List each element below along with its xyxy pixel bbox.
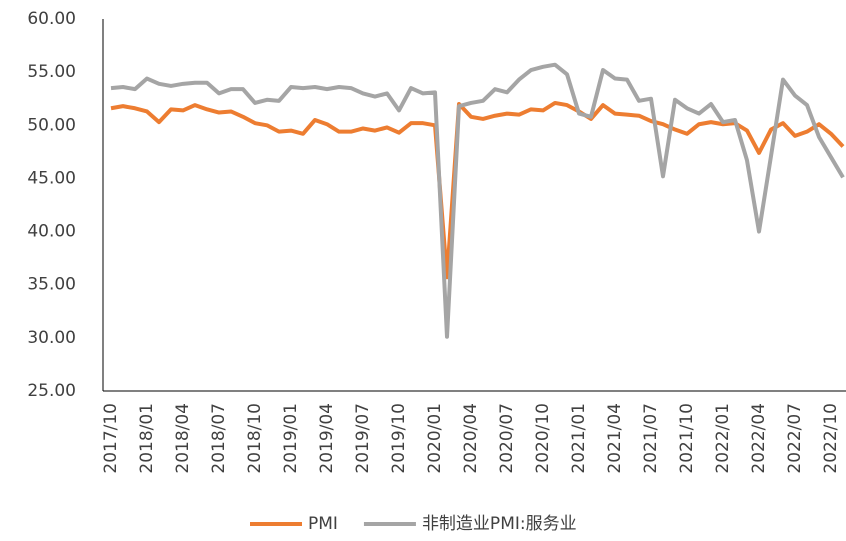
x-tick-label: 2020/01	[425, 403, 445, 474]
y-tick-label: 25.00	[27, 381, 76, 401]
x-tick-label: 2018/04	[173, 403, 193, 474]
x-tick-label: 2021/04	[605, 403, 625, 474]
x-tick-label: 2017/10	[101, 403, 121, 474]
y-tick-label: 45.00	[27, 168, 76, 188]
x-tick-label: 2022/04	[749, 403, 769, 474]
legend-label: 非制造业PMI:服务业	[422, 514, 577, 534]
x-tick-label: 2022/01	[713, 403, 733, 474]
y-tick-label: 35.00	[27, 275, 76, 295]
line-series	[110, 100, 845, 280]
x-tick-label: 2019/07	[353, 403, 373, 474]
x-tick-label: 2022/07	[785, 403, 805, 474]
legend-label: PMI	[308, 514, 338, 534]
x-tick-label: 2019/01	[281, 403, 301, 474]
x-tick-label: 2019/10	[389, 403, 409, 474]
x-tick-label: 2020/04	[461, 403, 481, 474]
x-tick-label: 2020/10	[533, 403, 553, 474]
x-tick-label: 2021/01	[569, 403, 589, 474]
y-tick-label: 60.00	[27, 9, 76, 29]
x-tick-label: 2021/10	[677, 403, 697, 474]
y-tick-label: 40.00	[27, 222, 76, 242]
y-tick-label: 55.00	[27, 62, 76, 82]
x-tick-label: 2022/10	[821, 403, 841, 474]
x-tick-label: 2021/07	[641, 403, 661, 474]
x-tick-label: 2018/10	[245, 403, 265, 474]
line-series	[110, 62, 845, 339]
x-tick-label: 2019/04	[317, 403, 337, 474]
y-tick-label: 50.00	[27, 115, 76, 135]
x-tick-label: 2018/07	[209, 403, 229, 474]
x-tick-label: 2018/01	[137, 403, 157, 474]
y-tick-label: 30.00	[27, 328, 76, 348]
x-tick-label: 2020/07	[497, 403, 517, 474]
